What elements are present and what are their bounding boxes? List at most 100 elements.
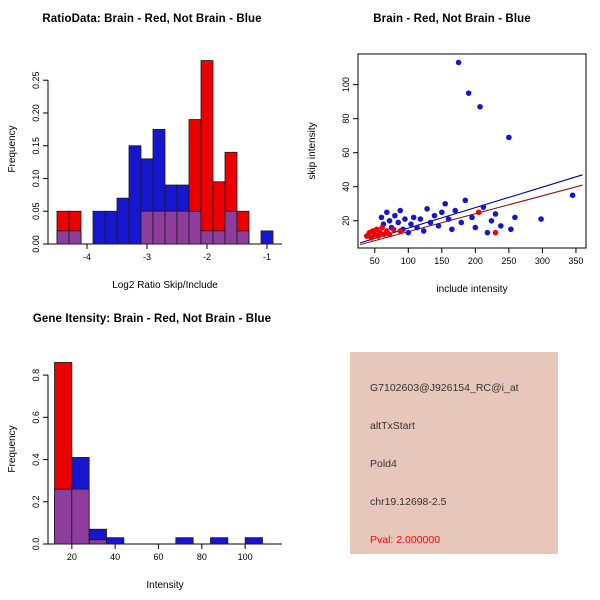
gene-info-box: G7102603@J926154_RC@i_at altTxStart Pold…: [350, 352, 558, 554]
svg-text:100: 100: [401, 256, 416, 266]
svg-text:0.0: 0.0: [31, 538, 41, 551]
scatter-point: [477, 103, 483, 110]
svg-text:0.10: 0.10: [31, 170, 41, 188]
histogram-bar: [244, 537, 263, 545]
svg-text:-3: -3: [143, 252, 151, 262]
histogram-bar: [54, 488, 73, 545]
histogram-bar: [140, 210, 154, 245]
svg-text:100: 100: [238, 552, 253, 562]
scatter-point: [395, 219, 402, 226]
svg-text:-2: -2: [203, 252, 211, 262]
scatter-point: [445, 216, 452, 222]
scatter-point: [465, 90, 472, 96]
gene-name-text: Pold4: [370, 458, 397, 470]
scatter-point: [508, 226, 514, 233]
svg-text:150: 150: [434, 256, 449, 266]
histogram-bar: [176, 210, 190, 245]
svg-text:0.00: 0.00: [31, 235, 41, 253]
panel-intensity-scatter: Brain - Red, Not Brain - Blue 50 100 150 20…: [300, 0, 600, 300]
histogram-bar: [236, 230, 250, 245]
scatter-point: [390, 226, 397, 233]
gene-intensity-chart: 20 40 60 80 100 0.0 0.2 0.4 0.6 0.8 Intensity Frequ…: [7, 362, 282, 591]
scatter-point: [480, 204, 487, 210]
scatter-point: [488, 217, 495, 224]
svg-text:Intensity: Intensity: [146, 580, 183, 591]
location-text: chr19.12698-2.5: [370, 496, 447, 508]
svg-text:300: 300: [535, 256, 550, 266]
svg-text:-4: -4: [83, 252, 91, 262]
scatter-point: [420, 228, 427, 234]
scatter-point: [484, 229, 491, 236]
scatter-point: [475, 209, 482, 216]
histogram-bar: [116, 197, 130, 245]
scatter-point: [386, 217, 393, 224]
histogram-bar: [210, 537, 229, 545]
scatter-point: [472, 224, 479, 231]
scatter-point: [431, 212, 438, 219]
svg-text:350: 350: [568, 256, 583, 266]
intensity-scatter-chart: 50 100 150 200 250 300 350 20 40 60 80 100 include i…: [307, 53, 587, 295]
ratio-histogram-title: RatioData: Brain - Red, Not Brain - Blue: [42, 13, 262, 25]
svg-text:Frequency: Frequency: [7, 425, 18, 472]
svg-text:80: 80: [341, 114, 351, 124]
scatter-point: [379, 224, 385, 231]
histogram-bar: [188, 210, 202, 245]
scatter-point: [469, 214, 475, 221]
scatter-point: [492, 229, 499, 236]
scatter-point: [417, 216, 424, 222]
scatter-point: [414, 224, 420, 231]
histogram-bar: [212, 230, 226, 245]
scatter-point: [506, 134, 512, 141]
panel-gene-info: G7102603@J926154_RC@i_at altTxStart Pold…: [300, 300, 600, 600]
scatter-point: [384, 209, 390, 216]
event-type-text: altTxStart: [370, 420, 415, 432]
scatter-point: [410, 214, 417, 221]
scatter-point: [435, 223, 442, 229]
probe-id-text: G7102603@J926154_RC@i_at: [370, 382, 519, 394]
svg-text:40: 40: [110, 552, 120, 562]
scatter-point: [498, 223, 504, 229]
histogram-bar: [71, 488, 90, 545]
svg-text:0.2: 0.2: [31, 496, 41, 509]
scatter-point: [378, 214, 385, 221]
scatter-point: [538, 216, 544, 222]
histogram-bar: [128, 145, 142, 245]
histogram-bar: [175, 537, 194, 545]
plot-box: [357, 53, 587, 249]
histogram-bar: [224, 210, 238, 245]
svg-text:60: 60: [341, 148, 351, 158]
svg-text:20: 20: [67, 552, 77, 562]
svg-text:50: 50: [370, 256, 380, 266]
histogram-bar: [56, 230, 70, 245]
scatter-point: [439, 209, 445, 216]
histogram-bar: [88, 539, 107, 545]
scatter-point: [427, 219, 434, 226]
scatter-point: [402, 216, 408, 222]
svg-text:60: 60: [153, 552, 163, 562]
histogram-bar: [68, 230, 82, 245]
svg-text:200: 200: [468, 256, 483, 266]
svg-text:100: 100: [341, 77, 351, 92]
svg-text:0.8: 0.8: [31, 369, 41, 382]
scatter-point: [408, 221, 414, 227]
svg-text:include intensity: include intensity: [436, 284, 507, 295]
scatter-point: [424, 206, 430, 212]
histogram-bar: [200, 230, 214, 245]
svg-text:Log2 Ratio Skip/Include: Log2 Ratio Skip/Include: [112, 280, 218, 291]
scatter-point: [569, 192, 576, 199]
histogram-bar: [104, 210, 118, 245]
scatter-point: [452, 207, 459, 214]
scatter-point: [442, 200, 448, 207]
svg-text:0.25: 0.25: [31, 71, 41, 89]
scatter-point: [386, 231, 393, 238]
svg-text:250: 250: [501, 256, 516, 266]
pval-text: Pval: 2.000000: [370, 534, 441, 546]
scatter-point: [405, 229, 412, 236]
svg-text:40: 40: [341, 182, 351, 192]
svg-text:0.15: 0.15: [31, 137, 41, 155]
scatter-point: [462, 197, 469, 204]
svg-text:80: 80: [197, 552, 207, 562]
scatter-point: [392, 212, 398, 219]
svg-text:0.4: 0.4: [31, 453, 41, 466]
